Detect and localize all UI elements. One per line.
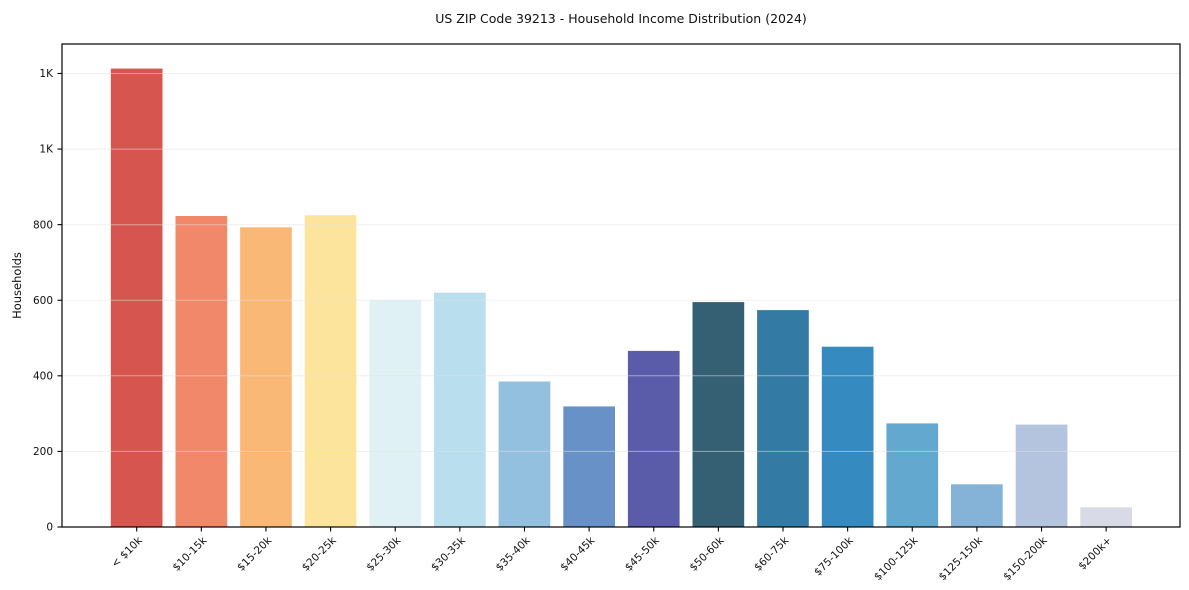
- y-tick-label-400: 400: [33, 370, 53, 382]
- y-tick-label-600: 600: [33, 295, 53, 307]
- bar-50-60k: [692, 302, 745, 527]
- y-tick-label-800: 800: [33, 219, 53, 231]
- plot-border: [61, 43, 1181, 528]
- bar-150-200k: [1015, 424, 1068, 527]
- x-tick-label-40-45k: $40-45k: [558, 534, 598, 574]
- x-tick-label-15-20k: $15-20k: [235, 534, 275, 574]
- x-tick-label-20-25k: $20-25k: [300, 534, 340, 574]
- y-tick-label-0: 0: [46, 522, 53, 534]
- bar-125-150k: [951, 484, 1003, 527]
- y-tick-label-1000: 1K: [39, 144, 54, 156]
- x-tick-label-150-200k: $150-200k: [1001, 534, 1050, 583]
- bar-75-100k: [821, 346, 874, 527]
- bars-group: [110, 68, 1132, 528]
- x-tick-label-45-50k: $45-50k: [623, 534, 663, 574]
- x-tick-label-35-40k: $35-40k: [494, 534, 534, 574]
- bar-200k: [1080, 507, 1132, 527]
- x-tick-label-10k: < $10k: [109, 534, 145, 570]
- chart-title: US ZIP Code 39213 - Household Income Dis…: [435, 11, 807, 26]
- x-tick-label-30-35k: $30-35k: [429, 534, 469, 574]
- x-tick-label-75-100k: $75-100k: [812, 534, 856, 578]
- bar-40-45k: [563, 406, 615, 527]
- y-axis-ticks-group: 0 200 400 600 800 1K 1K: [33, 68, 62, 534]
- y-tick-label-200: 200: [33, 446, 53, 458]
- bar-10k: [110, 68, 163, 527]
- x-tick-label-125-150k: $125-150k: [936, 534, 985, 583]
- bar-60-75k: [757, 310, 809, 527]
- bar-35-40k: [498, 381, 551, 527]
- bar-15-20k: [240, 227, 292, 528]
- bar-20-25k: [304, 215, 357, 527]
- gridlines-group: [62, 73, 1180, 452]
- bar-45-50k: [627, 350, 680, 527]
- x-tick-label-25-30k: $25-30k: [364, 534, 404, 574]
- bar-25-30k: [369, 300, 422, 527]
- x-tick-label-200k: $200k+: [1076, 535, 1114, 573]
- bar-10-15k: [175, 216, 228, 527]
- bar-30-35k: [434, 292, 486, 527]
- x-axis-ticks-group: < $10k $10-15k $15-20k $20-25k $25-30k $30-35…: [109, 527, 1114, 583]
- y-tick-label-1200: 1K: [39, 68, 54, 80]
- x-tick-label-100-125k: $100-125k: [872, 534, 921, 583]
- x-tick-label-60-75k: $60-75k: [752, 534, 792, 574]
- x-tick-label-10-15k: $10-15k: [170, 534, 210, 574]
- bar-100-125k: [886, 423, 939, 527]
- y-axis-label: Households: [10, 252, 24, 319]
- x-tick-label-50-60k: $50-60k: [687, 534, 727, 574]
